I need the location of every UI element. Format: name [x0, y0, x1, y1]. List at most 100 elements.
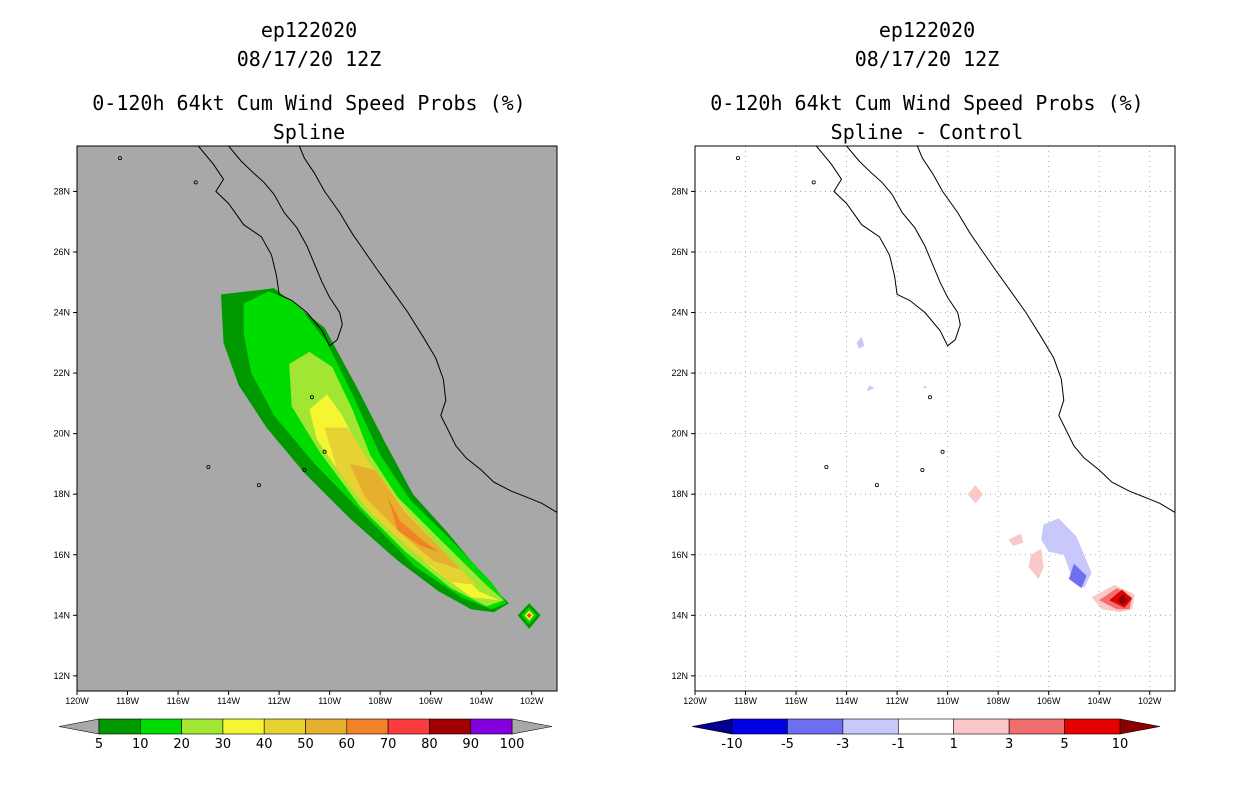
y-tick-label: 24N	[53, 308, 70, 318]
colorbar-swatch	[181, 718, 224, 735]
colorbar-label: 90	[462, 737, 479, 752]
x-tick-label: 116W	[167, 696, 190, 706]
x-tick-label: 102W	[1138, 696, 1162, 706]
colorbar-swatch	[731, 718, 788, 735]
colorbar-under-arrow	[58, 718, 100, 735]
island	[735, 156, 740, 161]
y-tick-label: 14N	[671, 610, 688, 620]
island	[117, 156, 122, 161]
colorbar-swatch	[842, 718, 899, 735]
x-tick-label: 112W	[886, 696, 909, 706]
right-map-chart: 120W 118W 116W 114W 112W 110W 108W 106W 104W 102W…	[671, 145, 1176, 752]
contour-level-60	[387, 497, 439, 552]
x-tick-label: 104W	[1087, 696, 1111, 706]
y-tick-label: 28N	[53, 186, 70, 196]
y-tick-label: 16N	[53, 550, 70, 560]
colorbar-label: -1	[892, 737, 905, 752]
contour-level-20	[289, 351, 504, 607]
x-tick-label: 102W	[520, 696, 544, 706]
colorbar-swatch	[98, 718, 141, 735]
x-tick-label: 108W	[986, 696, 1010, 706]
x-tick-label: 120W	[65, 696, 89, 706]
x-tick-label: 116W	[785, 696, 808, 706]
coastline-baja	[815, 146, 961, 347]
island	[811, 180, 816, 185]
x-tick-label: 120W	[683, 696, 707, 706]
colorbar-over-arrow	[1119, 718, 1161, 735]
island	[193, 180, 198, 185]
contour-level-10	[1116, 594, 1129, 605]
left-title-storm: ep122020	[260, 18, 358, 42]
y-tick-label: 18N	[671, 489, 688, 499]
colorbar-label: 100	[500, 737, 525, 752]
left-title-time: 08/17/20 12Z	[236, 47, 382, 71]
right-title-model: Spline - Control	[830, 120, 1024, 144]
y-tick-label: 16N	[671, 550, 688, 560]
x-tick-label: 108W	[368, 696, 392, 706]
contour-level-1	[967, 485, 983, 504]
colorbar-swatch	[897, 718, 955, 735]
colorbar-under-arrow	[691, 718, 733, 735]
contour-level-1	[1028, 548, 1044, 579]
colorbar-label: 20	[173, 737, 190, 752]
contour-level-50	[349, 463, 461, 570]
colorbar-label: 5	[1060, 737, 1068, 752]
island	[920, 467, 925, 472]
left-title-model: Spline	[272, 120, 346, 144]
island	[309, 395, 314, 400]
x-tick-label: 104W	[469, 696, 493, 706]
coastline-mainland	[916, 146, 1175, 513]
colorbar-swatch	[953, 718, 1010, 735]
y-tick-label: 18N	[53, 489, 70, 499]
y-tick-label: 12N	[671, 671, 688, 681]
contour-level-neg3	[1068, 563, 1087, 589]
colorbar-label: -5	[781, 737, 794, 752]
colorbar-swatch	[140, 718, 182, 735]
y-tick-label: 24N	[671, 308, 688, 318]
x-tick-label: 114W	[217, 696, 240, 706]
x-tick-label: 110W	[936, 696, 959, 706]
left-title-product: 0-120h 64kt Cum Wind Speed Probs (%)	[92, 91, 526, 115]
colorbar-swatch	[429, 718, 471, 735]
contour-level-1	[1008, 533, 1024, 546]
colorbar-label: 10	[1112, 737, 1129, 752]
left-map-chart: 120W 118W 116W 114W 112W 110W 108W 106W 104W 102W…	[53, 145, 558, 752]
island	[824, 464, 829, 469]
x-tick-label: 106W	[419, 696, 443, 706]
colorbar-label: -10	[721, 737, 742, 752]
contour-level-neg1	[856, 336, 865, 349]
right-panel: ep122020 08/17/20 12Z 0-120h 64kt Cum Wi…	[618, 0, 1236, 800]
contour-level-neg1	[866, 385, 875, 392]
x-tick-label: 112W	[268, 696, 291, 706]
y-tick-label: 22N	[53, 368, 70, 378]
x-tick-label: 110W	[318, 696, 341, 706]
colorbar-swatch	[787, 718, 844, 735]
colorbar-label: 5	[95, 737, 103, 752]
colorbar-swatch	[387, 718, 430, 735]
island	[940, 449, 945, 454]
y-tick-label: 14N	[53, 610, 70, 620]
right-title-time: 08/17/20 12Z	[854, 47, 1000, 71]
island	[256, 483, 261, 488]
colorbar-label: 10	[132, 737, 149, 752]
colorbar-swatch	[346, 718, 389, 735]
colorbar-label: 40	[256, 737, 273, 752]
colorbar-label: 50	[297, 737, 314, 752]
left-panel: ep122020 08/17/20 12Z 0-120h 64kt Cum Wi…	[53, 18, 558, 752]
colorbar-swatch	[470, 718, 513, 735]
y-tick-label: 22N	[671, 368, 688, 378]
y-tick-label: 20N	[53, 429, 70, 439]
y-tick-label: 26N	[53, 247, 70, 257]
colorbar-over-arrow	[511, 718, 553, 735]
y-tick-label: 12N	[53, 671, 70, 681]
coastline-baja	[197, 146, 343, 347]
right-title-product: 0-120h 64kt Cum Wind Speed Probs (%)	[710, 91, 1144, 115]
colorbar-label: -3	[836, 737, 849, 752]
x-tick-label: 114W	[835, 696, 858, 706]
y-tick-label: 20N	[671, 429, 688, 439]
colorbar-swatch	[1008, 718, 1065, 735]
colorbar-label: 1	[950, 737, 958, 752]
contour-level-1	[922, 385, 928, 389]
colorbar-label: 3	[1005, 737, 1013, 752]
right-title-storm: ep122020	[878, 18, 976, 42]
